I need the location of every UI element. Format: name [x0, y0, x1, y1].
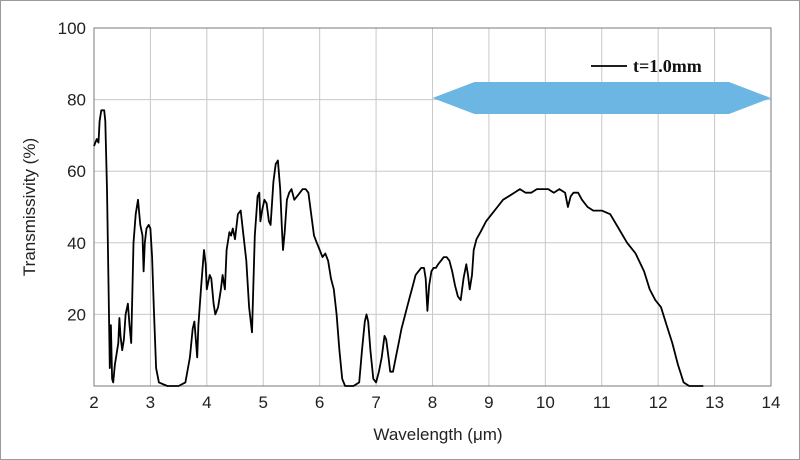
band-arrow [432, 82, 771, 114]
x-tick-label: 12 [649, 393, 668, 412]
x-axis-label: Wavelength (μm) [373, 425, 502, 444]
x-tick-label: 4 [202, 393, 211, 412]
x-tick-labels: 2 3 4 5 6 7 8 9 10 11 12 13 14 [89, 393, 780, 412]
x-tick-label: 6 [315, 393, 324, 412]
series-line-t-1mm [93, 109, 704, 387]
x-tick-label: 2 [89, 393, 98, 412]
y-tick-labels: 20 40 60 80 100 [58, 19, 86, 324]
x-tick-label: 9 [484, 393, 493, 412]
y-axis-label: Transmissivity (%) [20, 138, 39, 276]
y-tick-label: 100 [58, 19, 86, 38]
y-tick-label: 40 [67, 234, 86, 253]
y-tick-label: 80 [67, 91, 86, 110]
x-tick-label: 8 [428, 393, 437, 412]
plot-border [93, 27, 772, 387]
x-tick-label: 3 [146, 393, 155, 412]
x-tick-label: 11 [593, 393, 611, 412]
y-tick-label: 20 [67, 305, 86, 324]
x-tick-label: 14 [762, 393, 781, 412]
legend: t=1.0mm [591, 56, 702, 76]
x-tick-label: 5 [259, 393, 268, 412]
x-tick-label: 7 [371, 393, 380, 412]
legend-label: t=1.0mm [633, 56, 702, 76]
x-tick-label: 10 [536, 393, 555, 412]
x-tick-label: 13 [705, 393, 724, 412]
y-tick-label: 60 [67, 162, 86, 181]
